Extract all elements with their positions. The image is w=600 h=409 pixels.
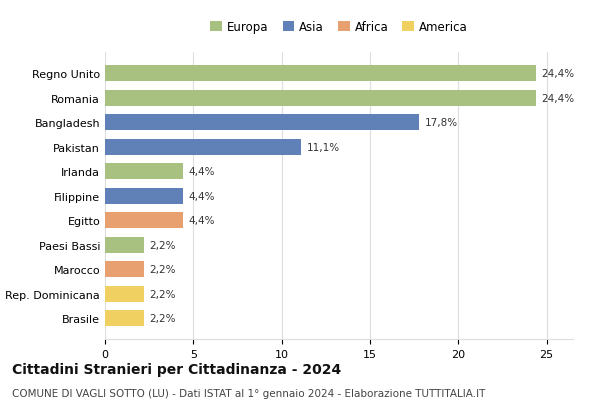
Bar: [105, 91, 536, 106]
Bar: [105, 286, 144, 302]
Text: COMUNE DI VAGLI SOTTO (LU) - Dati ISTAT al 1° gennaio 2024 - Elaborazione TUTTIT: COMUNE DI VAGLI SOTTO (LU) - Dati ISTAT …: [12, 389, 485, 398]
Text: 2,2%: 2,2%: [149, 265, 176, 274]
Text: 24,4%: 24,4%: [541, 69, 574, 79]
Text: 11,1%: 11,1%: [307, 142, 340, 153]
Bar: [105, 213, 183, 229]
Text: 2,2%: 2,2%: [149, 314, 176, 324]
Bar: [105, 66, 536, 82]
Text: 4,4%: 4,4%: [188, 191, 215, 201]
Bar: [105, 189, 183, 204]
Bar: [105, 164, 183, 180]
Bar: [105, 237, 144, 253]
Text: 2,2%: 2,2%: [149, 240, 176, 250]
Text: 24,4%: 24,4%: [541, 94, 574, 103]
Legend: Europa, Asia, Africa, America: Europa, Asia, Africa, America: [206, 16, 472, 39]
Bar: [105, 115, 419, 131]
Bar: [105, 139, 301, 155]
Text: Cittadini Stranieri per Cittadinanza - 2024: Cittadini Stranieri per Cittadinanza - 2…: [12, 362, 341, 376]
Text: 4,4%: 4,4%: [188, 167, 215, 177]
Text: 4,4%: 4,4%: [188, 216, 215, 226]
Bar: [105, 262, 144, 278]
Text: 17,8%: 17,8%: [425, 118, 458, 128]
Bar: [105, 310, 144, 326]
Text: 2,2%: 2,2%: [149, 289, 176, 299]
